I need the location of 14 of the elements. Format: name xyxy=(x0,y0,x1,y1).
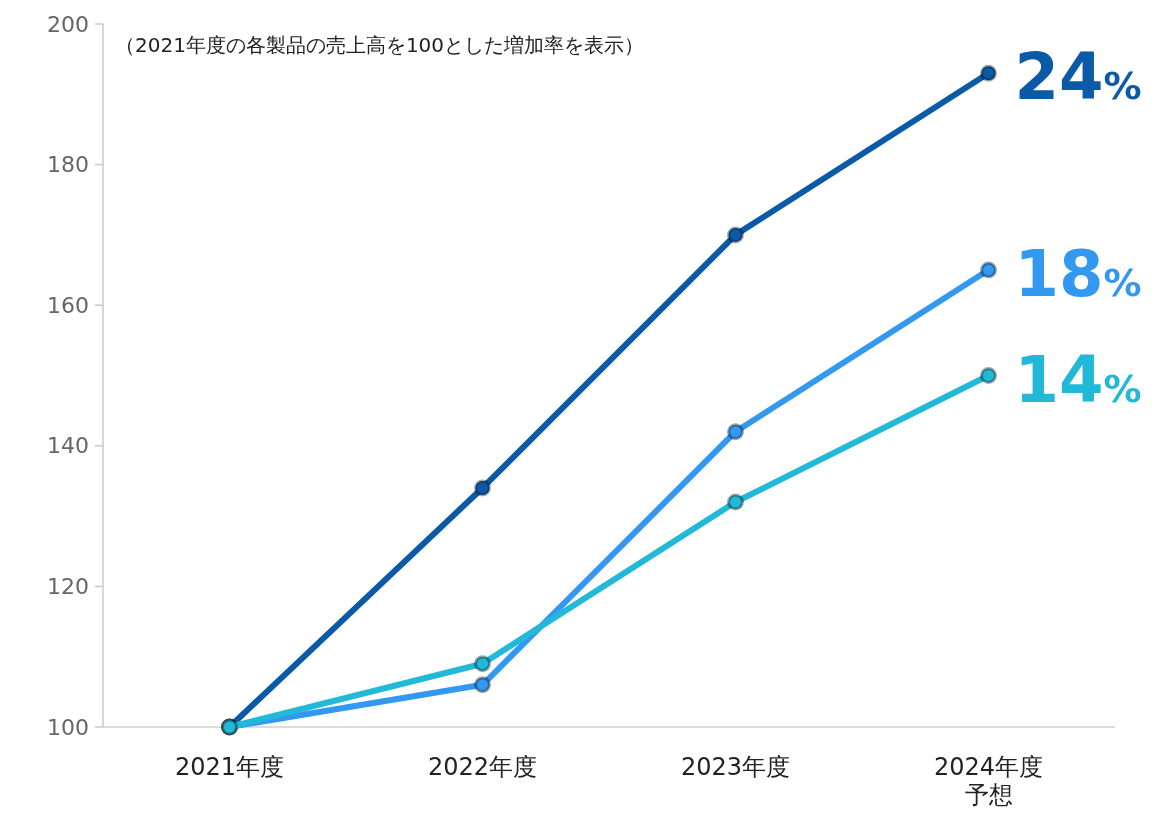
y-tick-label: 120 xyxy=(47,573,89,599)
y-tick-label: 140 xyxy=(47,433,89,459)
y-tick-label: 160 xyxy=(47,292,89,318)
annotation: （2021年度の各製品の売上高を100とした増加率を表示） xyxy=(115,33,645,57)
y-tick-label: 200 xyxy=(47,11,89,37)
x-tick-label: 2024年度予想 xyxy=(933,753,1044,809)
annotation: 18% xyxy=(1014,237,1142,312)
y-tick-label: 180 xyxy=(47,152,89,178)
annotation: 14% xyxy=(1014,342,1142,417)
x-tick-label: 2022年度 xyxy=(427,753,538,781)
x-tick-label: 2023年度 xyxy=(680,753,791,781)
y-tick-label: 100 xyxy=(47,714,89,740)
x-tick-label: 2021年度 xyxy=(174,753,285,781)
annotation: 24% xyxy=(1014,40,1142,115)
